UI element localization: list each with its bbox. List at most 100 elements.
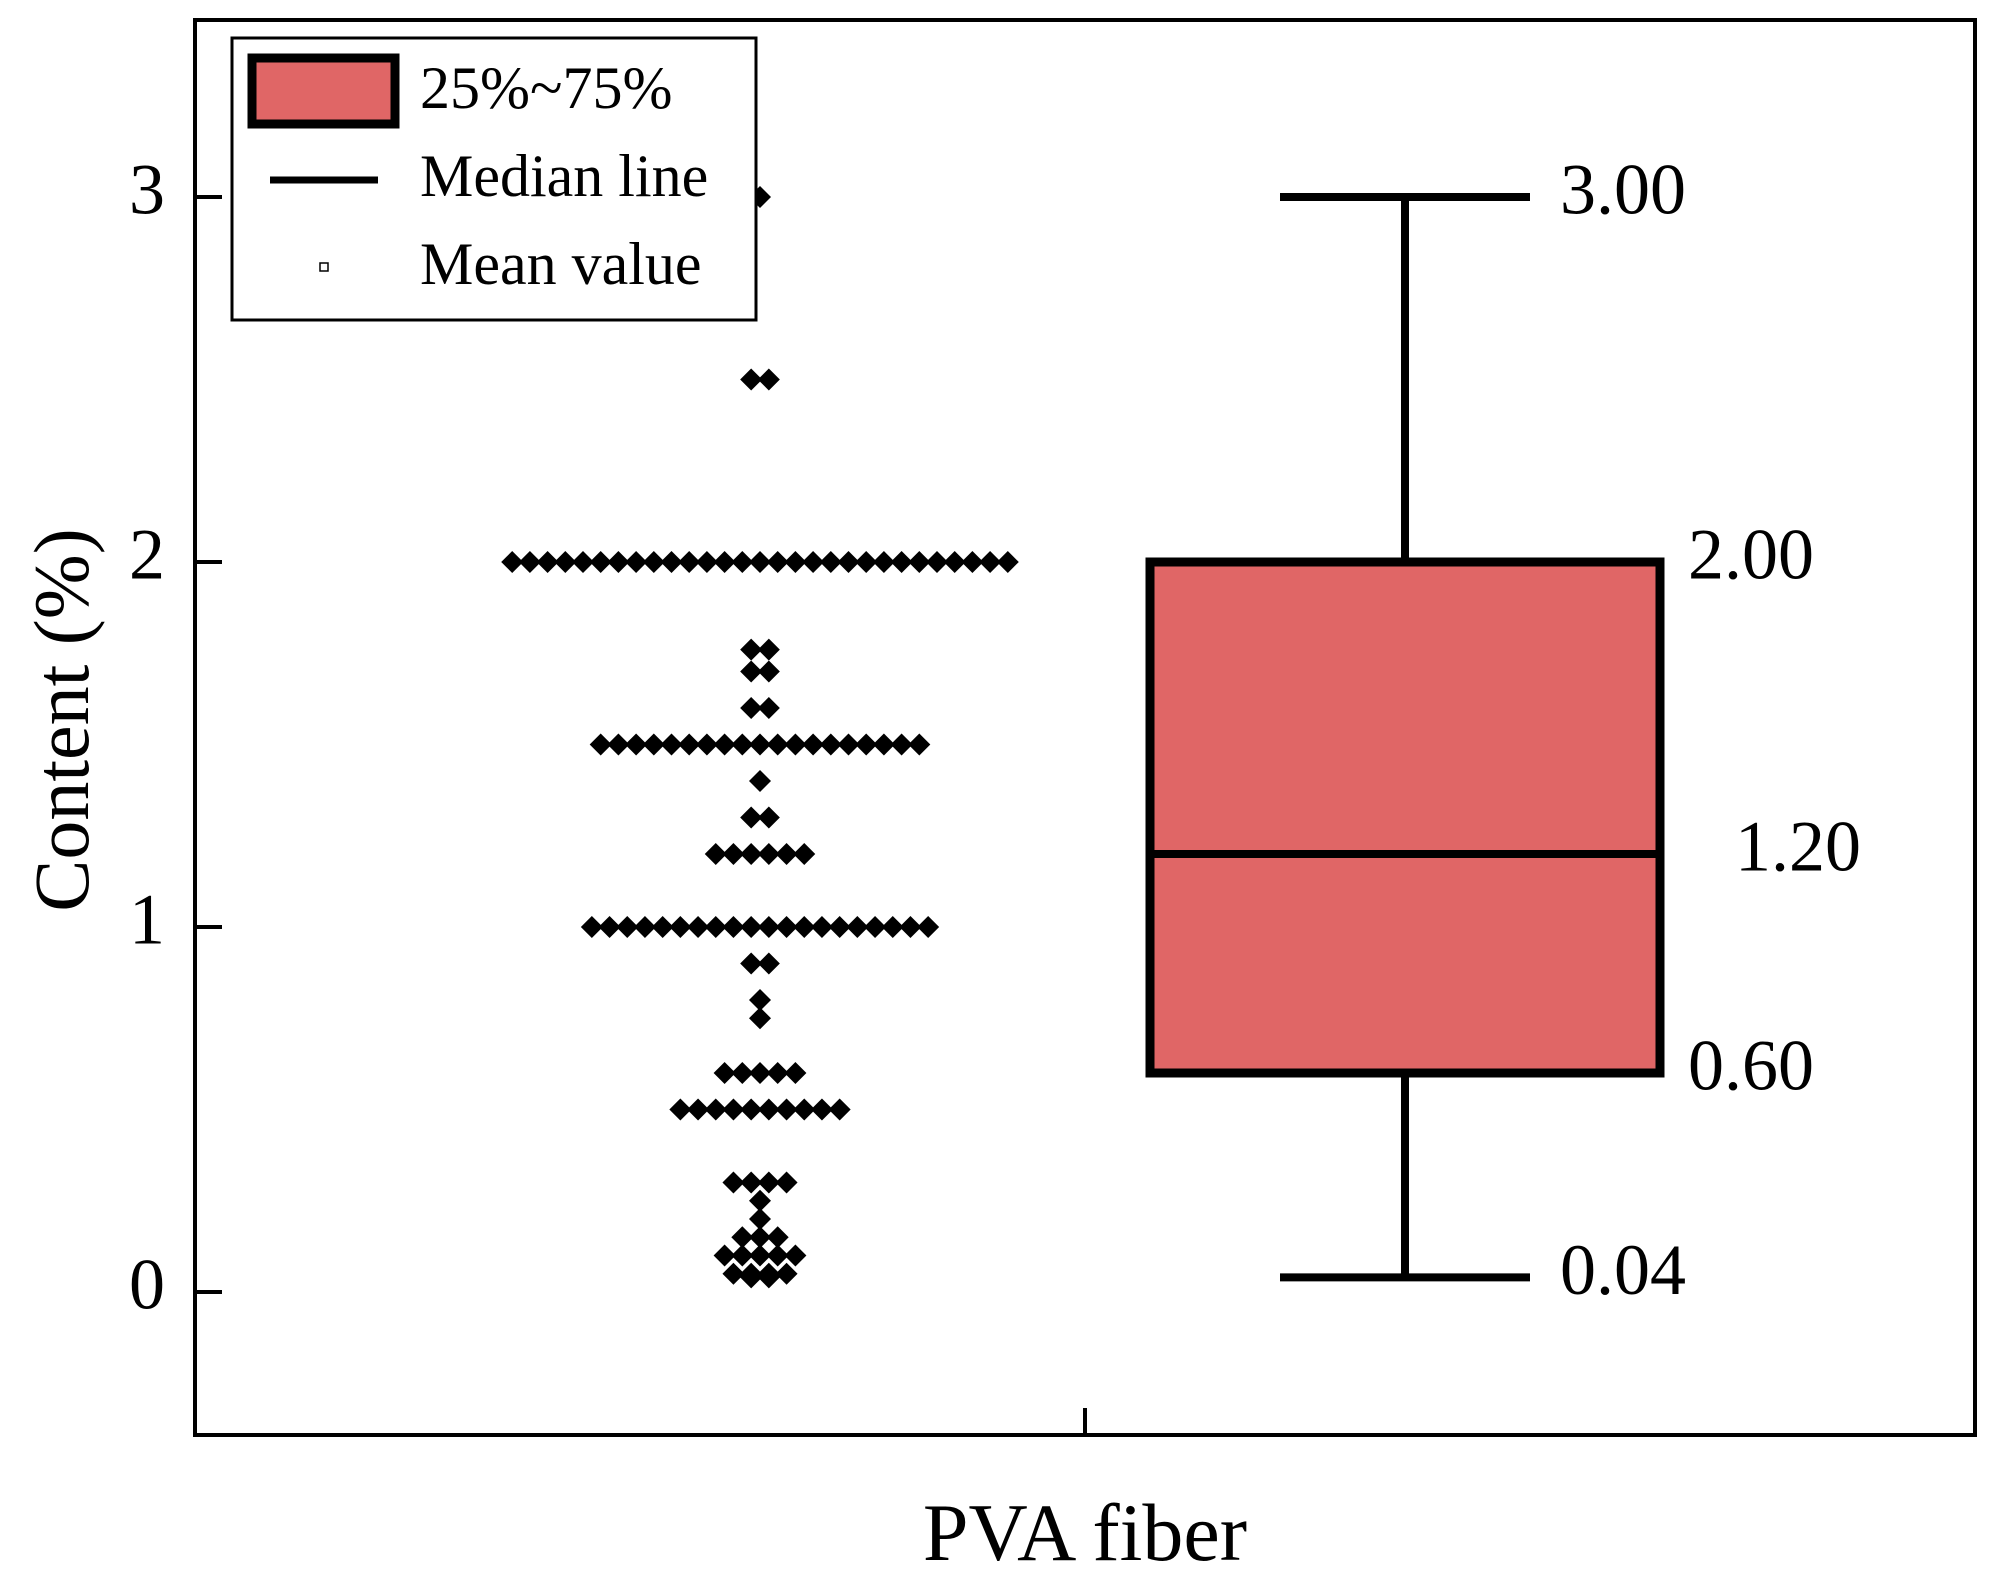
data-point: [589, 551, 612, 573]
data-point: [713, 551, 736, 573]
legend-label-mean: Mean value: [420, 231, 702, 297]
data-point: [846, 916, 869, 938]
data-point: [740, 697, 763, 719]
data-point: [775, 1171, 798, 1194]
data-point: [837, 551, 860, 573]
data-point: [572, 551, 594, 573]
data-point: [784, 733, 807, 756]
y-axis: 0 1 2 3: [129, 150, 222, 1325]
data-point: [757, 1171, 780, 1194]
data-point: [669, 1098, 692, 1121]
data-point: [810, 1098, 833, 1121]
legend-label-iqr: 25%~75%: [420, 55, 672, 121]
data-point: [855, 551, 878, 573]
data-point: [731, 1062, 754, 1084]
data-point: [757, 952, 780, 975]
data-point: [669, 916, 692, 938]
data-point: [660, 551, 683, 573]
data-point: [749, 1007, 771, 1030]
data-point: [695, 733, 718, 756]
data-point: [740, 660, 763, 683]
data-point: [766, 1062, 789, 1084]
x-axis-title: PVA fiber: [923, 1487, 1247, 1578]
data-point: [660, 733, 683, 756]
data-point: [740, 843, 763, 865]
data-point: [775, 1098, 798, 1121]
data-point: [518, 551, 541, 573]
data-point: [766, 551, 789, 573]
data-point: [740, 1171, 763, 1194]
data-point: [713, 1062, 736, 1084]
data-point: [731, 1244, 754, 1267]
data-point: [757, 368, 780, 391]
data-point: [633, 916, 656, 938]
data-point: [740, 952, 763, 975]
data-point: [722, 1262, 745, 1285]
data-point: [881, 916, 904, 938]
data-point: [713, 1244, 736, 1267]
data-point: [775, 916, 798, 938]
data-point: [704, 916, 727, 938]
data-point: [996, 551, 1019, 573]
data-point: [757, 660, 780, 683]
data-point: [580, 916, 603, 938]
data-point: [687, 916, 710, 938]
data-point: [899, 916, 922, 938]
box-plot: [1145, 193, 1665, 1282]
data-point: [802, 733, 825, 756]
data-point: [908, 733, 931, 756]
data-point: [740, 368, 763, 391]
data-point: [757, 1098, 780, 1121]
data-point: [961, 551, 984, 573]
data-point: [757, 843, 780, 865]
data-point: [872, 733, 895, 756]
data-point: [501, 551, 524, 573]
max-value-label: 3.00: [1560, 150, 1686, 230]
data-point: [890, 551, 913, 573]
data-point: [943, 551, 966, 573]
data-point: [625, 733, 648, 756]
data-point: [589, 733, 612, 756]
data-point: [766, 733, 789, 756]
data-point: [917, 916, 940, 938]
data-point: [872, 551, 895, 573]
legend-box-swatch: [247, 53, 400, 129]
data-point: [731, 733, 754, 756]
data-point: [784, 1062, 807, 1084]
data-point: [749, 551, 771, 573]
data-point: [793, 1098, 816, 1121]
data-point: [704, 1098, 727, 1121]
data-point: [554, 551, 577, 573]
data-point: [722, 843, 745, 865]
data-point: [678, 733, 701, 756]
data-point: [749, 733, 771, 756]
data-point: [793, 916, 816, 938]
data-point: [979, 551, 1002, 573]
data-point: [731, 1226, 754, 1249]
data-point: [819, 551, 842, 573]
data-point: [651, 916, 674, 938]
data-point: [793, 843, 816, 865]
data-point: [757, 916, 780, 938]
legend-label-median: Median line: [420, 143, 708, 209]
y-tick-label-0: 0: [129, 1245, 165, 1325]
data-point: [740, 638, 763, 661]
data-point: [704, 843, 727, 865]
data-point: [749, 1208, 771, 1230]
data-points: [501, 186, 1019, 1289]
data-point: [855, 733, 878, 756]
data-point: [819, 733, 842, 756]
data-point: [642, 551, 665, 573]
data-point: [695, 551, 718, 573]
data-point: [802, 551, 825, 573]
data-point: [625, 551, 648, 573]
data-point: [749, 1062, 771, 1084]
data-point: [687, 1098, 710, 1121]
data-point: [749, 989, 771, 1011]
data-point: [607, 733, 630, 756]
data-point: [757, 638, 780, 661]
data-point: [864, 916, 887, 938]
q3-value-label: 2.00: [1688, 515, 1814, 595]
data-point: [784, 1244, 807, 1267]
